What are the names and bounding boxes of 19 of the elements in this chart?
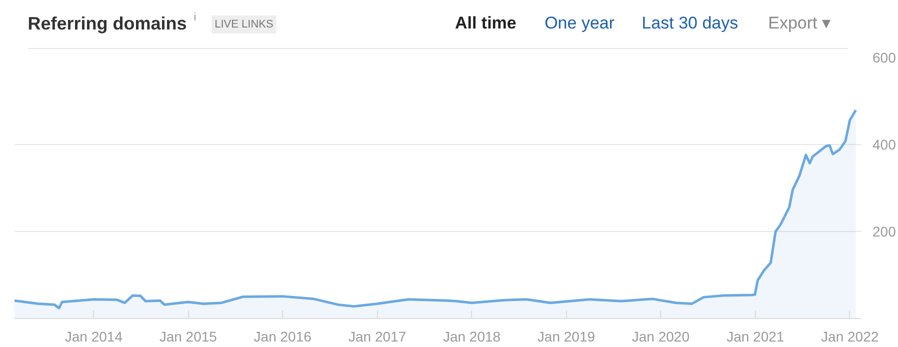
text: i — [194, 12, 196, 24]
y-tick-label: 600 — [872, 50, 896, 66]
x-tick-label: Jan 2015 — [159, 328, 218, 344]
text: One year — [544, 14, 615, 32]
text: Export ▾ — [768, 14, 831, 32]
x-tick-label: Jan 2021 — [726, 328, 784, 344]
text: Last 30 days — [642, 14, 738, 32]
x-tick-label: Jan 2014 — [64, 328, 123, 344]
x-tick-label: Jan 2020 — [632, 328, 690, 344]
x-tick-label: Jan 2018 — [442, 328, 501, 344]
x-tick-label: Jan 2022 — [821, 328, 879, 344]
x-tick-label: Jan 2016 — [254, 328, 312, 344]
y-tick-label: 200 — [872, 224, 896, 240]
x-tick-label: Jan 2019 — [537, 328, 596, 344]
y-tick-label: 400 — [872, 136, 896, 152]
text: All time — [454, 14, 516, 32]
text: LIVE LINKS — [214, 18, 274, 30]
chart-title: Referring domains — [28, 14, 187, 34]
x-tick-label: Jan 2017 — [348, 328, 406, 344]
